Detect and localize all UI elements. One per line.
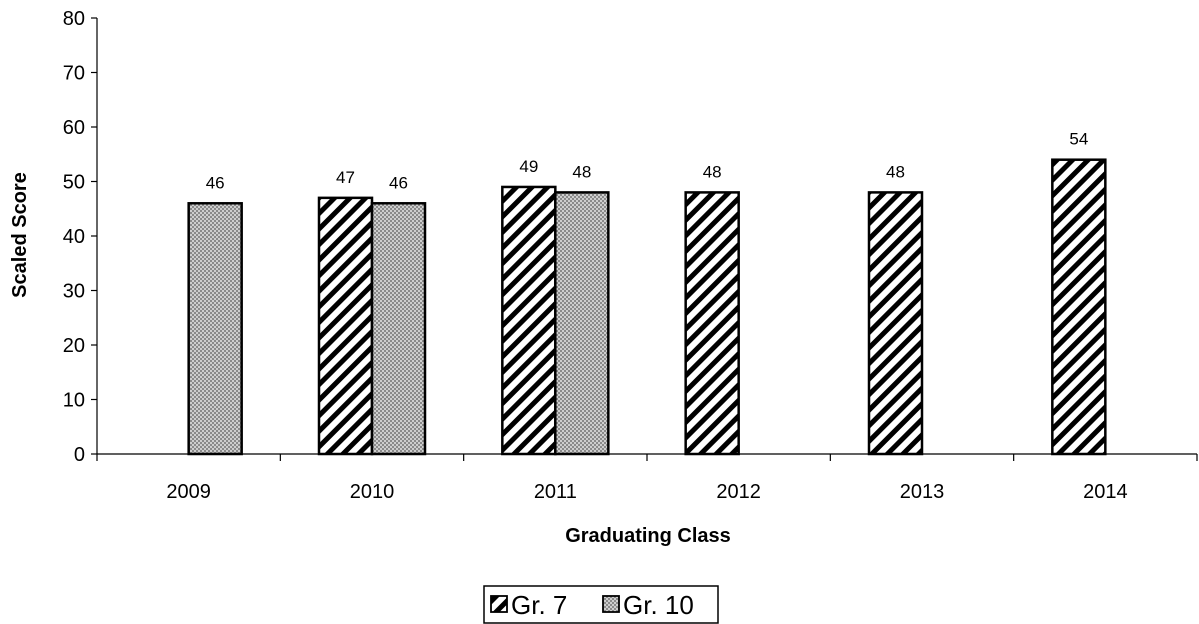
bar-gr-10-2009 — [187, 202, 243, 456]
data-label: 46 — [389, 173, 408, 192]
x-tick-label: 2011 — [534, 481, 577, 503]
y-tick-label: 40 — [63, 226, 85, 248]
bar-gr-7-2011 — [501, 185, 557, 456]
legend-label-gr-7: Gr. 7 — [511, 590, 567, 620]
y-tick-label: 30 — [63, 281, 85, 303]
bar-gr-7-2013 — [867, 191, 924, 456]
data-label: 47 — [336, 168, 355, 187]
legend-swatch-gr-10 — [602, 595, 620, 613]
x-tick-label: 2014 — [1083, 481, 1128, 503]
x-tick-label: 2012 — [716, 481, 761, 503]
bar-gr-7-2012 — [684, 191, 740, 456]
x-tick-label: 2009 — [166, 481, 211, 503]
bar-gr-10-2010 — [370, 202, 427, 456]
y-axis: 0 10 20 30 40 50 60 70 80 — [63, 8, 98, 466]
bar-gr-7-2014 — [1051, 158, 1107, 456]
y-tick-label: 60 — [63, 117, 85, 139]
data-label: 54 — [1069, 130, 1088, 149]
y-tick-label: 80 — [63, 8, 85, 30]
legend-swatch-gr-7 — [490, 595, 508, 613]
x-axis-title: Graduating Class — [565, 525, 731, 547]
y-tick-label: 10 — [63, 390, 85, 412]
x-tick-label: 2013 — [900, 481, 945, 503]
y-tick-label: 70 — [63, 63, 85, 85]
data-labels: 47 49 48 48 54 46 46 48 — [206, 130, 1089, 193]
data-label: 46 — [206, 173, 225, 192]
data-label: 48 — [886, 162, 905, 181]
x-tick-label: 2010 — [350, 481, 395, 503]
data-label: 48 — [703, 162, 722, 181]
y-tick-label: 0 — [74, 444, 85, 466]
y-tick-label: 20 — [63, 335, 85, 357]
data-label: 49 — [519, 157, 538, 176]
data-label: 48 — [572, 162, 591, 181]
x-axis: 2009 2010 2011 2012 2013 2014 — [96, 453, 1198, 503]
legend-box — [483, 585, 719, 624]
bar-gr-10-2011 — [554, 191, 610, 456]
bars — [187, 158, 1107, 456]
legend: Gr. 7 Gr. 10 — [483, 585, 719, 624]
y-axis-title: Scaled Score — [9, 172, 31, 298]
y-tick-label: 50 — [63, 172, 85, 194]
legend-label-gr-10: Gr. 10 — [623, 590, 694, 620]
bar-gr-7-2010 — [317, 196, 374, 456]
